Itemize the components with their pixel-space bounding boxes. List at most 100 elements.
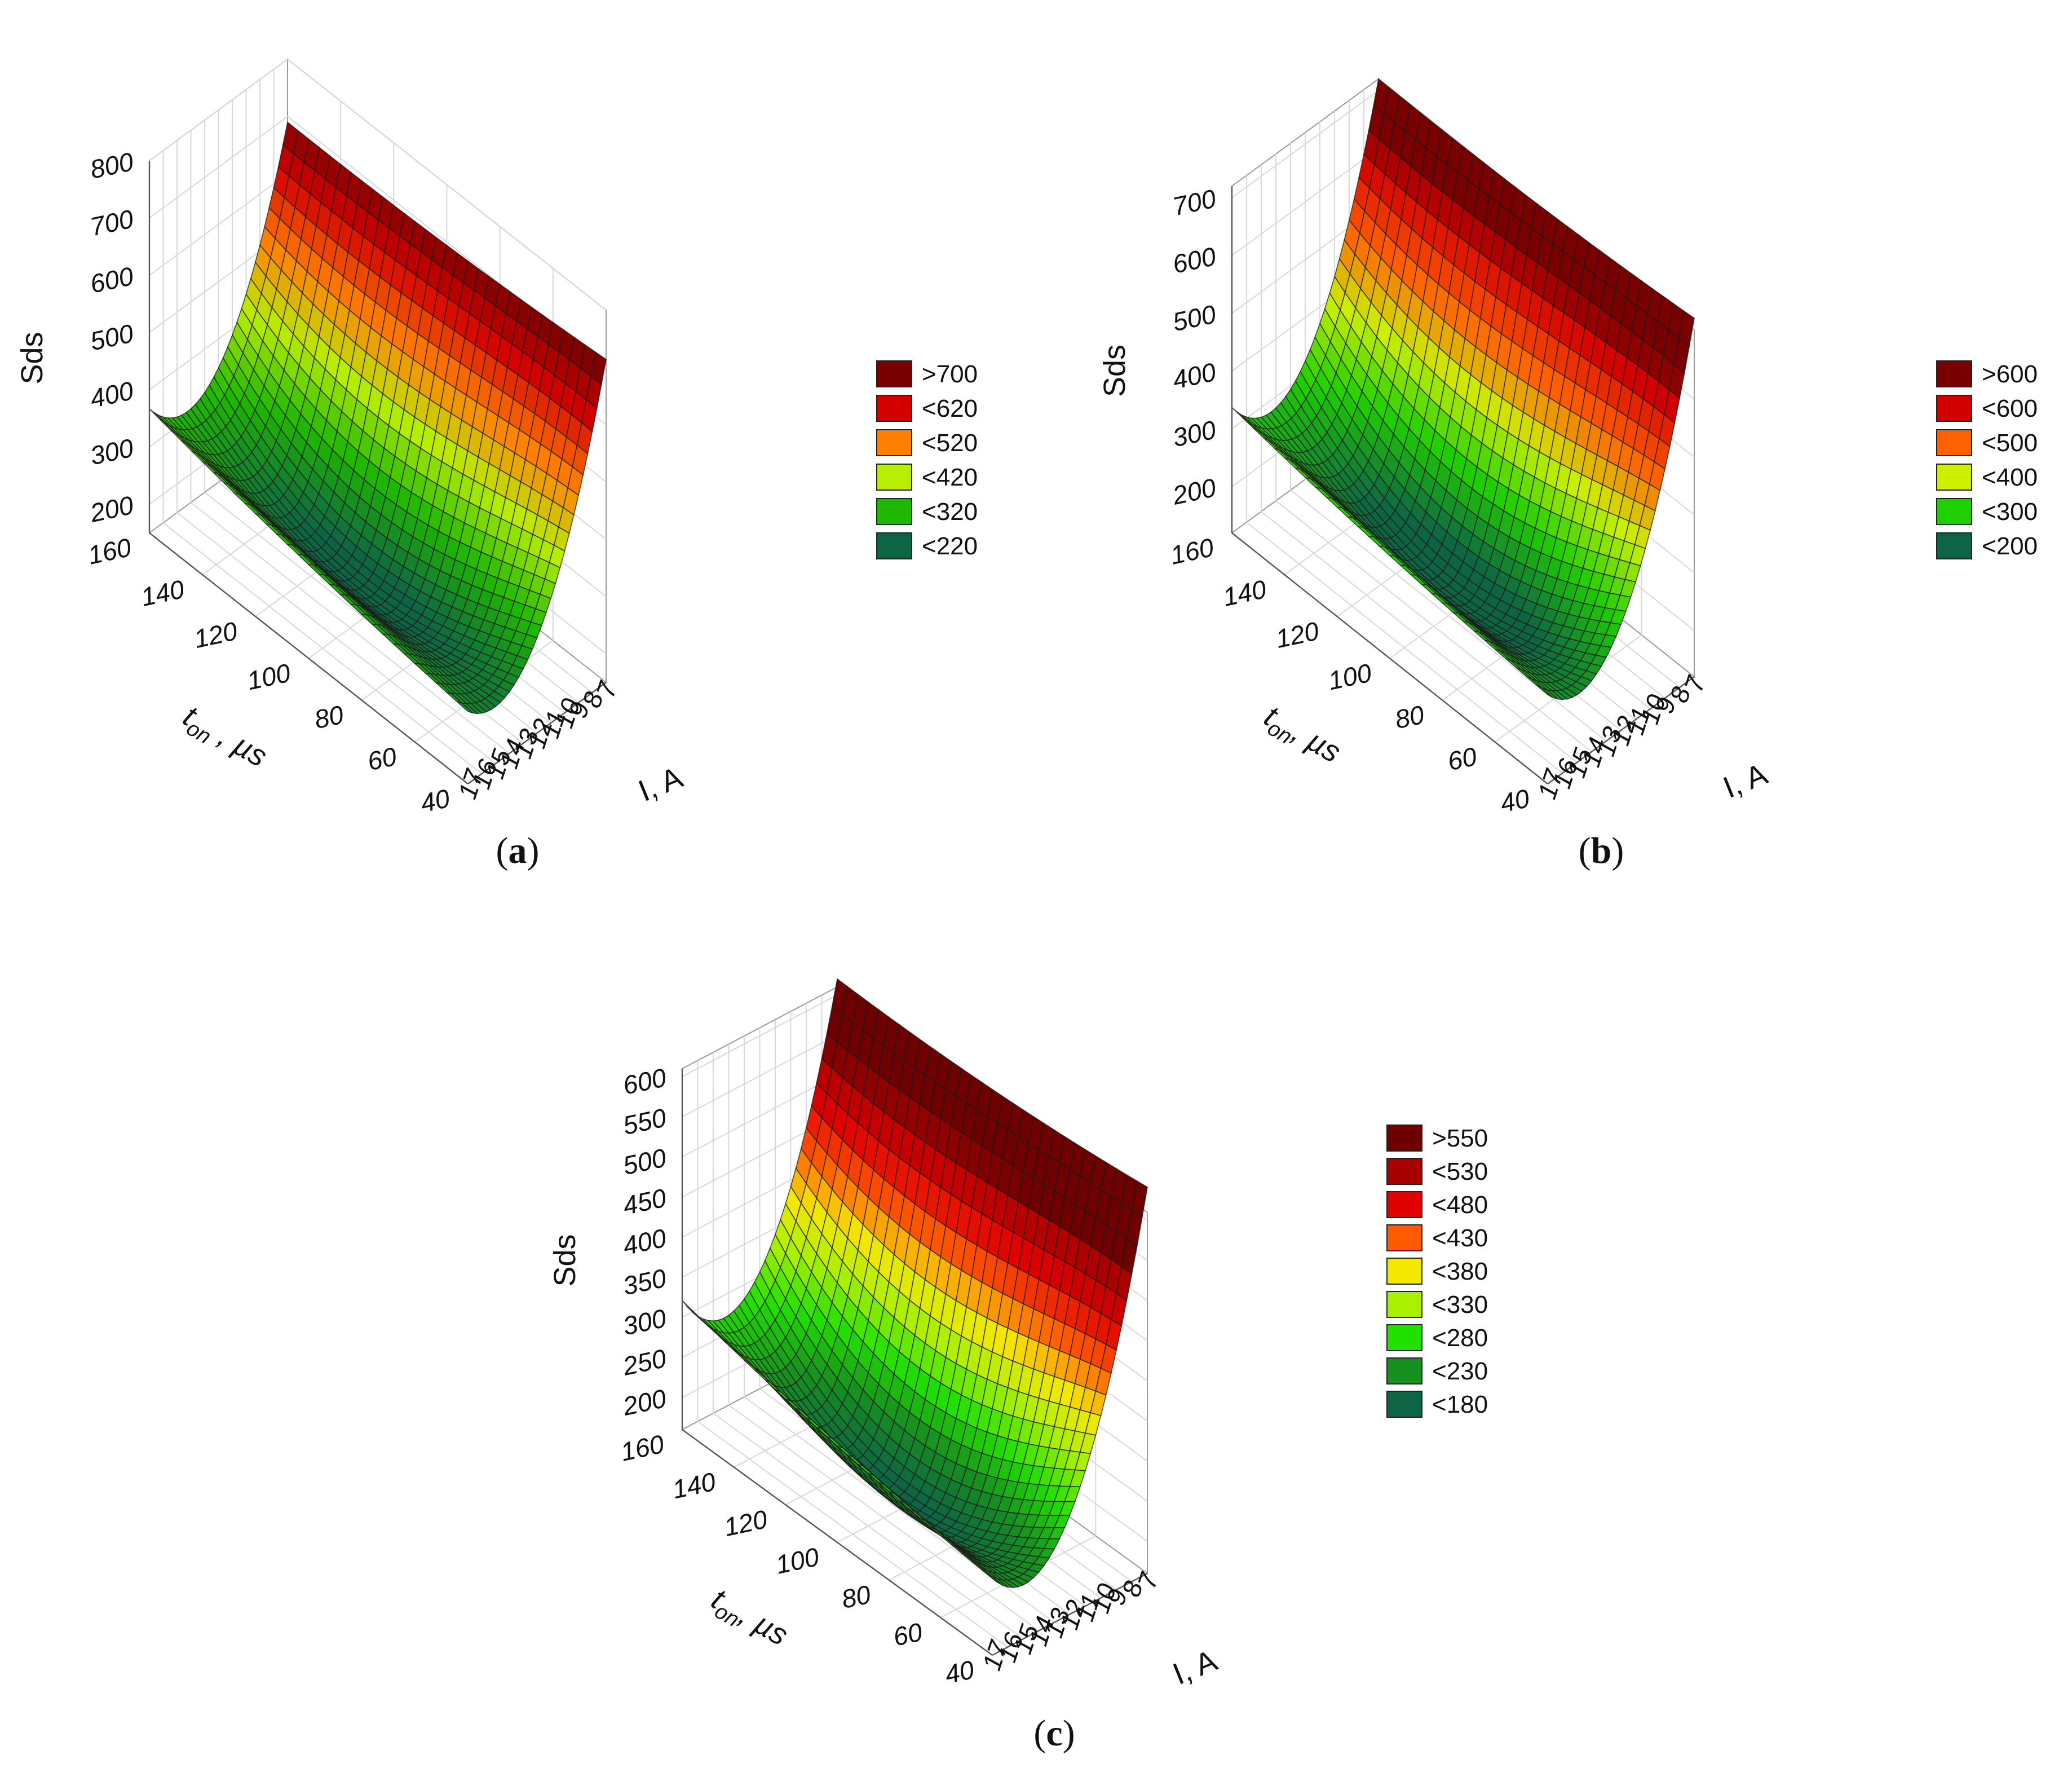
z-tick [1224,198,1232,200]
t-tick [724,1467,734,1473]
legend-swatch [1936,395,1972,422]
z-tick [142,504,149,506]
t-axis-title-tail: , µs [734,1598,794,1652]
t-axis-title-tail: , µs [1287,715,1346,769]
legend-label: <430 [1432,1224,1488,1252]
z-tick [1224,429,1232,431]
panel-label-close: ) [527,830,540,871]
response-surface [682,978,1148,1588]
panel-label-open: ( [1579,830,1591,871]
z-tick [142,275,149,277]
z-tick [674,1397,682,1400]
t-tick-label: 140 [138,574,187,612]
chart-panel-a: 2003004005006007008004060801001201401607… [15,58,978,871]
z-tick-label: 200 [1169,473,1218,510]
panel-label-open: ( [1033,1713,1046,1754]
legend-swatch [1386,1258,1422,1285]
z-tick-label: 300 [1170,415,1218,452]
i-axis-line [467,682,607,784]
z-tick [674,1157,682,1159]
axis-frame [148,161,607,784]
z-tick [674,1317,682,1320]
legend-label: <600 [1982,395,2038,422]
z-tick-label: 500 [1170,299,1218,337]
z-tick [142,218,149,221]
legend-swatch [876,464,912,491]
t-tick-label: 160 [1168,532,1216,570]
legend-swatch [1936,429,1972,456]
legend-swatch [1386,1158,1422,1185]
z-tick [142,447,149,449]
legend-swatch [1936,464,1972,491]
legend-label: <320 [922,498,978,526]
z-tick-label: 700 [1170,183,1218,221]
t-tick [1485,742,1495,748]
z-tick-label: 600 [1170,241,1218,279]
i-axis-line [1547,676,1695,784]
z-tick-label: 600 [87,261,136,299]
legend: >550 <530 <480 <430 <380 <330 <280 <230 <180 [1386,1125,1488,1418]
t-tick [672,1430,682,1435]
legend-label: <230 [1432,1357,1488,1385]
z-tick-label: 500 [87,318,136,356]
t-tick [1274,575,1284,580]
z-tick [1224,371,1232,373]
legend-swatch [1386,1391,1422,1418]
z-tick [142,333,149,335]
t-tick [827,1542,837,1548]
legend-swatch [1386,1125,1422,1152]
legend-label: <620 [922,395,978,422]
t-axis-title: ton, µs [1256,699,1346,773]
t-tick-label: 80 [312,699,346,734]
panel-label-letter: c [1046,1713,1062,1754]
t-tick [879,1580,889,1586]
z-tick-label: 400 [620,1223,669,1260]
panel-label-letter: b [1591,830,1612,871]
surface-cell [1536,685,1553,698]
t-tick-label: 60 [891,1617,925,1652]
i-axis-title: I, A [634,760,687,808]
legend-label: <330 [1432,1291,1488,1319]
t-tick-label: 120 [1273,616,1322,654]
legend: >700 <620 <520 <420 <320 <220 [876,360,978,560]
t-tick [299,659,309,664]
legend-swatch [876,360,912,387]
panel-label-open: ( [496,830,509,871]
legend-label: <180 [1432,1391,1488,1418]
legend-swatch [876,395,912,422]
z-tick [1224,487,1232,489]
t-tick [775,1505,785,1510]
t-tick-label: 120 [722,1504,770,1542]
legend-swatch [1386,1357,1422,1384]
z-axis-title: Sds [1098,345,1132,397]
legend-swatch [1386,1191,1422,1218]
t-tick-label: 80 [1393,699,1427,734]
legend: >600 <600 <500 <400 <300 <200 [1936,360,2038,560]
t-tick-label: 40 [1497,783,1532,818]
t-tick-label: 80 [839,1579,873,1614]
chart-panel-b: 2003004005006007004060801001201401607891… [1098,77,2038,871]
legend-swatch [876,429,912,456]
z-tick [1224,255,1232,258]
t-tick-label: 140 [1221,574,1269,612]
z-tick [674,1277,682,1280]
z-tick-label: 500 [620,1143,669,1180]
legend-label: <520 [922,429,978,457]
z-tick-label: 350 [620,1263,669,1301]
z-tick-label: 400 [87,376,136,413]
legend-swatch [1936,498,1972,525]
z-tick-label: 300 [87,433,136,471]
t-axis-line [1231,532,1548,784]
t-tick-label: 60 [365,742,399,777]
z-tick-label: 200 [620,1383,669,1421]
legend-label: <480 [1432,1191,1488,1219]
t-tick [1380,659,1390,664]
z-tick-label: 600 [620,1062,669,1100]
t-tick [930,1617,940,1623]
legend-swatch [1386,1224,1422,1251]
t-tick [192,575,202,580]
legend-label: >600 [1982,360,2038,388]
t-axis-line [149,532,469,784]
t-tick [1432,700,1442,706]
response-surface [1231,78,1695,700]
